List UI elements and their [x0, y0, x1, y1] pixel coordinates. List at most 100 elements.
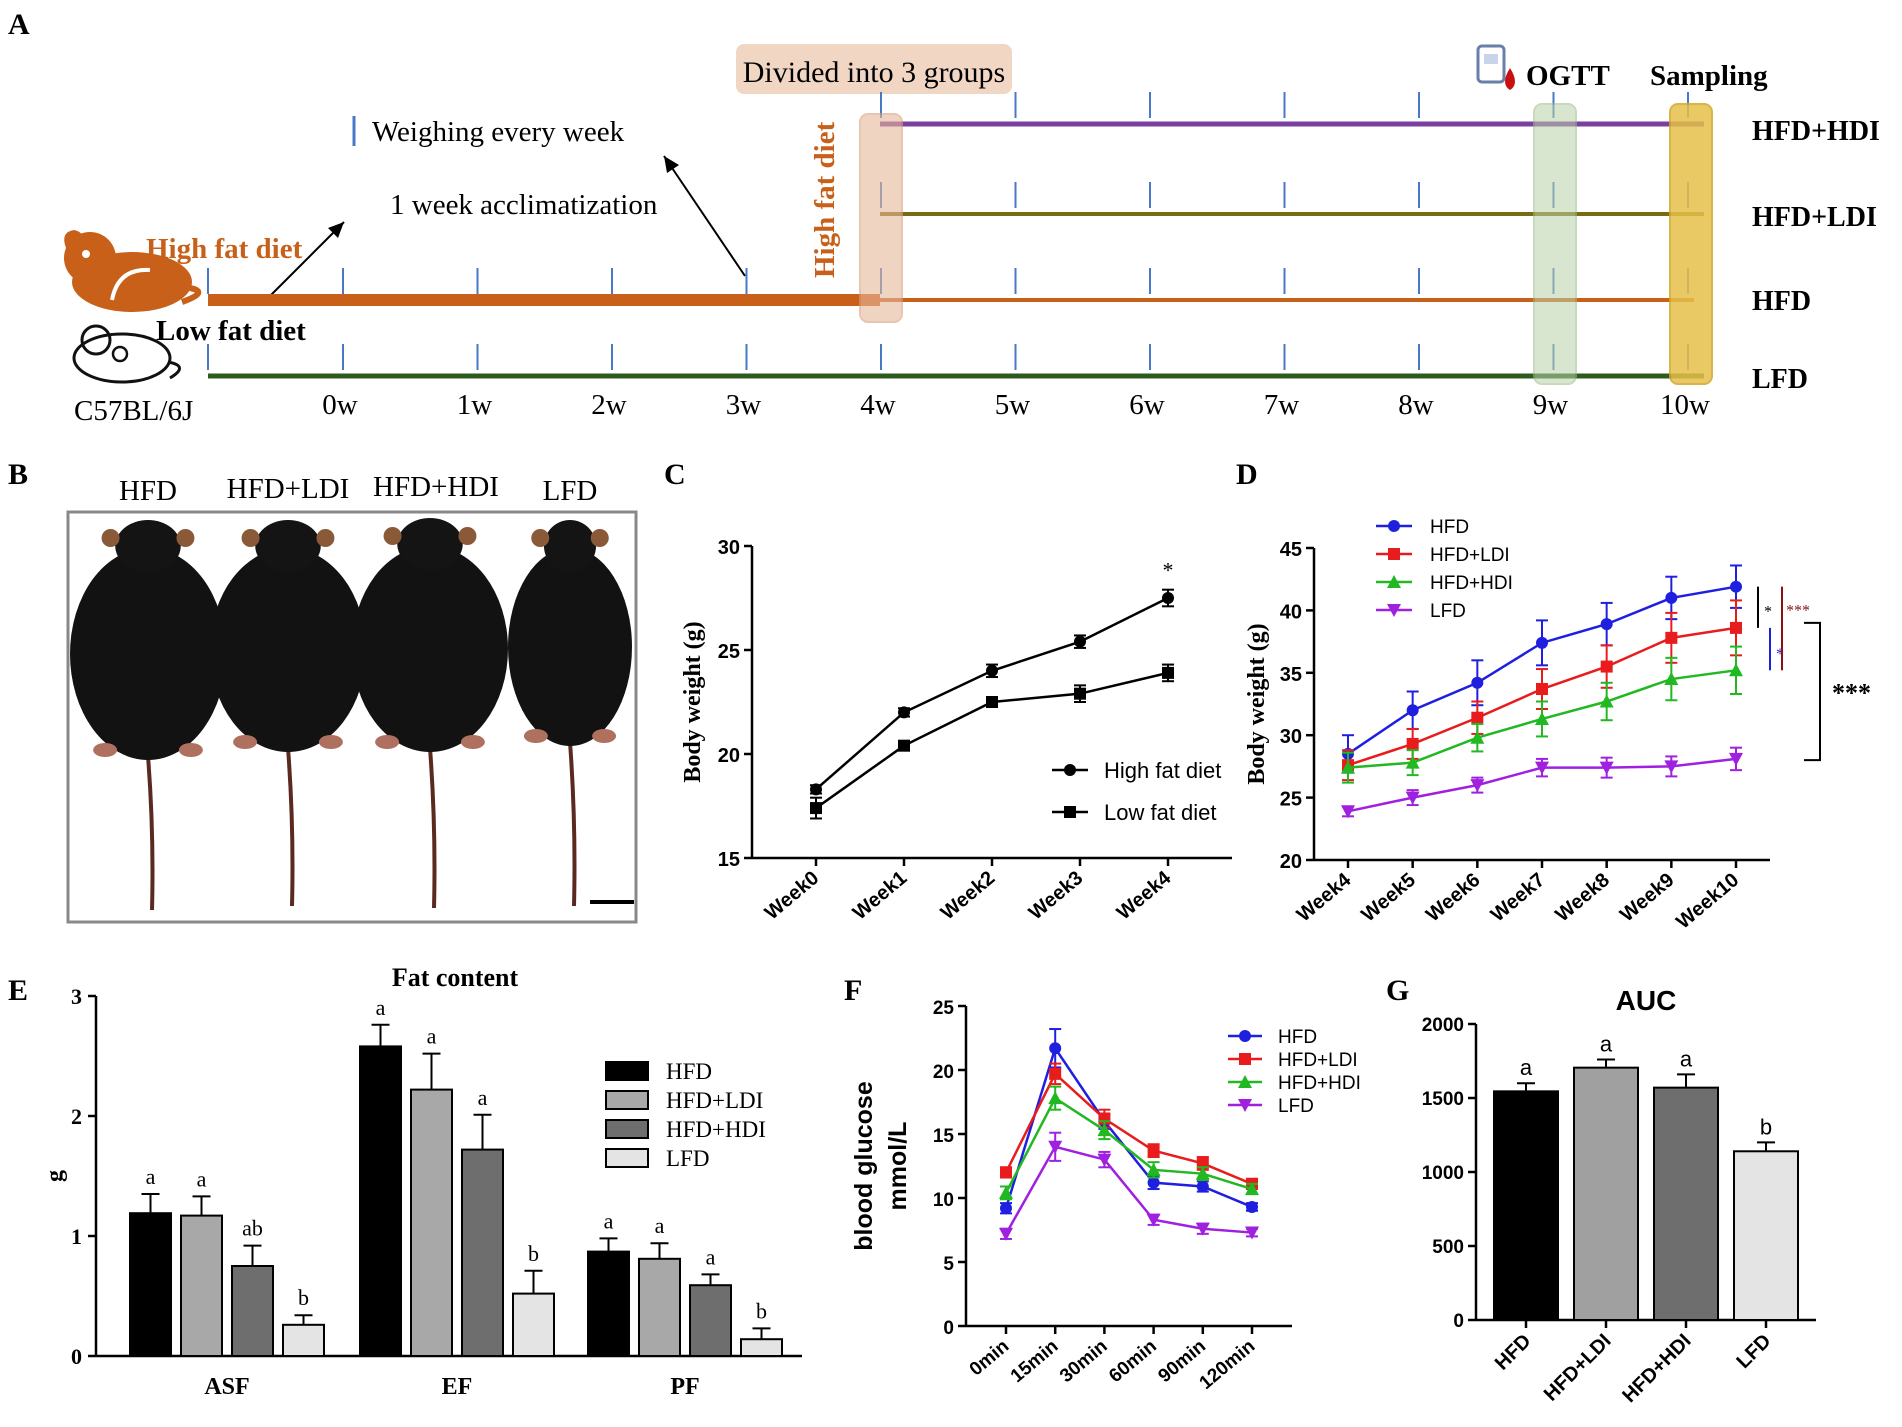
week-label: 9w: [1533, 389, 1569, 421]
mouse-ear: [531, 529, 550, 547]
series-line: [1004, 1096, 1253, 1194]
week-label: 8w: [1398, 389, 1434, 421]
y-tick-label: 15: [933, 1126, 955, 1147]
y-tick-label: 500: [1432, 1237, 1464, 1258]
significance-letter: a: [478, 1085, 488, 1110]
ogtt-label: OGTT: [1526, 60, 1610, 92]
photo-group-label: LFD: [543, 475, 598, 507]
bar: [1493, 1090, 1559, 1321]
legend-marker: [1064, 806, 1076, 818]
y-axis-title: Body weight (g): [1244, 623, 1270, 784]
data-point: [1147, 1144, 1160, 1157]
data-point: [1470, 779, 1485, 793]
legend-marker: [1388, 520, 1400, 532]
y-axis-title: g: [42, 1170, 68, 1182]
sampling-box: [1669, 103, 1713, 385]
legend-label: High fat diet: [1104, 758, 1221, 783]
x-tick-label: 0min: [966, 1336, 1013, 1381]
y-tick-label: 25: [718, 641, 740, 663]
significance-letter: b: [1760, 1114, 1772, 1139]
group-label: HFD+HDI: [1752, 116, 1880, 147]
significance-bracket: [1804, 621, 1821, 762]
x-tick-label: HFD+LDI: [1540, 1330, 1616, 1406]
panel-b-label: B: [8, 458, 28, 491]
panel-c-chart: C 15 20 25 30 Week0 Week1 Week2 Week3 Week4 * Body…: [664, 458, 1232, 924]
blood-glucose-icon: [1476, 44, 1515, 90]
panel-e-label: E: [8, 974, 28, 1007]
y-tick-label: 1: [71, 1224, 82, 1249]
y-tick-label: 3: [71, 984, 82, 1009]
legend-marker: [1388, 548, 1400, 560]
legend-marker: [1064, 764, 1076, 776]
bar: [1733, 1150, 1799, 1322]
data-point: [986, 664, 998, 677]
x-tick-label: 120min: [1196, 1336, 1260, 1394]
x-tick-label: Week5: [1357, 869, 1419, 926]
y-tick-label: 20: [933, 1062, 954, 1083]
bar: [461, 1148, 504, 1357]
legend-label: HFD: [1278, 1027, 1317, 1048]
data-point: [1730, 621, 1742, 634]
bar: [1573, 1066, 1639, 1322]
y-tick-label: 15: [718, 849, 740, 871]
data-point: [1729, 752, 1743, 766]
panel-f-label: F: [844, 974, 862, 1007]
bar: [410, 1088, 453, 1357]
data-point: [1146, 1162, 1161, 1176]
data-point: [999, 1227, 1013, 1241]
legend-label: HFD+HDI: [1278, 1073, 1361, 1094]
mouse-tail: [286, 747, 295, 907]
series-line: [1004, 1145, 1253, 1235]
mouse-ear: [383, 527, 402, 545]
mouse-ear: [316, 529, 335, 547]
week-label: 0w: [322, 389, 358, 421]
mouse-head: [543, 520, 597, 572]
legend-label: LFD: [1430, 601, 1466, 622]
data-point: [1000, 1202, 1012, 1215]
y-tick-label: 2000: [1422, 1015, 1464, 1036]
mouse-body: [210, 548, 366, 752]
significance-letter: a: [706, 1244, 716, 1269]
legend-label: Low fat diet: [1104, 800, 1217, 825]
y-tick-label: 45: [1280, 539, 1302, 561]
x-category-label: PF: [670, 1374, 699, 1400]
x-tick-label: Week8: [1551, 869, 1613, 926]
y-tick-label: 30: [718, 537, 740, 559]
mouse-photo-hfd-hdi: [352, 518, 508, 909]
data-point: [1406, 704, 1419, 717]
group-label: LFD: [1752, 364, 1808, 395]
data-point: [810, 783, 822, 796]
y-tick-label: 0: [71, 1344, 82, 1369]
data-point: [898, 706, 910, 719]
significance-star: *: [1764, 603, 1772, 620]
legend-marker: [1238, 1099, 1252, 1112]
data-point: [1599, 694, 1614, 708]
series-low-fat-diet: [810, 663, 1174, 820]
legend-label: HFD: [1430, 517, 1469, 538]
group-label: HFD: [1752, 286, 1811, 317]
bar: [231, 1265, 274, 1357]
data-point: [1405, 755, 1420, 769]
significance-letter: a: [1680, 1046, 1693, 1071]
legend-swatch: [605, 1090, 649, 1110]
data-point: [1536, 683, 1548, 696]
y-axis-unit: mmol/L: [884, 1122, 912, 1211]
data-point: [1245, 1182, 1259, 1196]
y-tick-label: 5: [943, 1254, 954, 1275]
series-hfd: [1000, 1028, 1258, 1215]
photo-group-label: HFD: [119, 475, 177, 507]
data-point: [1405, 791, 1420, 805]
legend-label: HFD+LDI: [666, 1088, 763, 1113]
x-tick-label: Week4: [1293, 868, 1356, 926]
y-tick-label: 20: [1280, 851, 1302, 873]
data-point: [1000, 1166, 1012, 1179]
x-tick-label: 30min: [1056, 1336, 1112, 1387]
significance-letter: ab: [242, 1216, 263, 1241]
series-line: [815, 671, 1169, 810]
legend-label: LFD: [1278, 1096, 1314, 1117]
data-point: [1600, 660, 1613, 673]
legend-marker: [1239, 1053, 1251, 1065]
data-point: [1097, 1123, 1112, 1137]
